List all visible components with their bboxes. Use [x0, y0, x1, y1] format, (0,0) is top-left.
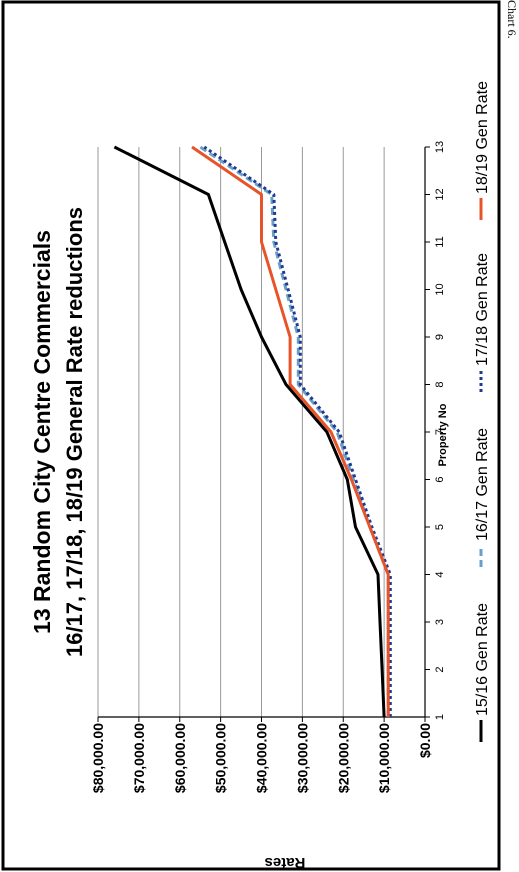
series-line-1 — [113, 145, 386, 718]
y-axis-label: Rates — [265, 854, 306, 871]
legend: 15/16 Gen Rate 16/17 Gen Rate 17/18 Gen Ra… — [474, 81, 491, 742]
y-tick-label: $80,000.00 — [90, 723, 106, 793]
x-tick-label: 3 — [434, 619, 446, 625]
x-axis-label: Property No — [437, 403, 449, 466]
y-tick-label: $70,000.00 — [131, 723, 147, 793]
y-tick-label: $20,000.00 — [335, 723, 351, 793]
y-axis-ticks: $0.00 $10,000.00 $20,000.00 $30,000.00 $40,0… — [90, 717, 433, 793]
x-tick-label: 12 — [434, 188, 446, 200]
y-tick-label: $10,000.00 — [376, 723, 392, 793]
x-tick-label: 7 — [434, 429, 446, 435]
x-tick-label: 5 — [434, 524, 446, 530]
x-tick-label: 4 — [434, 571, 446, 577]
legend-label: 17/18 Gen Rate — [474, 253, 491, 366]
y-tick-label: $0.00 — [417, 723, 433, 758]
series-lines — [113, 145, 392, 718]
x-tick-label: 13 — [434, 141, 446, 153]
legend-label: 16/17 Gen Rate — [474, 428, 491, 541]
x-tick-label: 10 — [434, 283, 446, 295]
y-tick-label: $60,000.00 — [172, 723, 188, 793]
chart-border — [1, 0, 501, 871]
chart-number-label: Chart 6. — [505, 0, 519, 39]
y-tick-label: $40,000.00 — [254, 723, 270, 793]
chart-subtitle: 16/17, 17/18, 18/19 General Rate reducti… — [62, 207, 87, 657]
x-tick-label: 2 — [434, 666, 446, 672]
y-tick-label: $50,000.00 — [213, 723, 229, 793]
series-line-3 — [203, 145, 392, 717]
x-tick-label: 11 — [434, 236, 446, 247]
x-tick-label: 8 — [434, 381, 446, 387]
series-line-4 — [191, 145, 390, 717]
chart-title: 13 Random City Centre Commercials — [29, 230, 55, 634]
legend-label: 18/19 Gen Rate — [474, 81, 491, 194]
x-tick-label: 1 — [434, 714, 446, 720]
legend-label: 15/16 Gen Rate — [474, 603, 491, 716]
y-tick-label: $30,000.00 — [294, 723, 310, 793]
x-tick-label: 9 — [434, 334, 446, 340]
x-tick-label: 6 — [434, 476, 446, 482]
